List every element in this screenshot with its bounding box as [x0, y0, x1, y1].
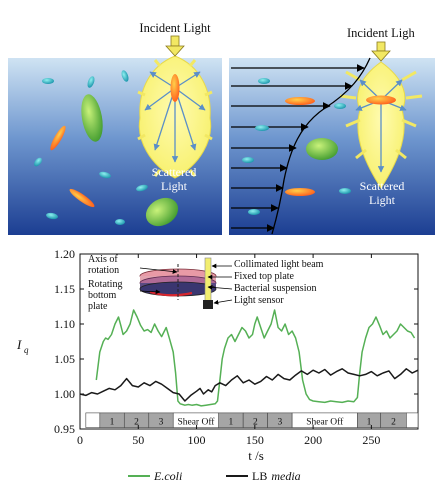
y-axis-label: I	[16, 337, 22, 352]
bacterium-illuminated-left	[170, 74, 180, 102]
y-tick-label-5: 1.20	[54, 247, 75, 261]
rheometer-inset: Axis of rotation Rotating bottom plate C…	[88, 254, 324, 312]
incident-light-label-left: Incident Light	[139, 21, 211, 35]
chart-legend: E.coli LB media	[128, 469, 301, 483]
y-tick-label-2: 1.05	[54, 352, 75, 366]
bacteria-left	[34, 70, 179, 227]
intensity-chart: 1 2 3 Shear Off 1 2 3 Shear Off 1 2 0 50 100 150 200 2…	[16, 247, 419, 483]
panel-random-orientation: Incident Light Scattered Light	[8, 21, 222, 235]
segment-label-9: 1	[367, 418, 372, 428]
y-axis-label-subscript: q	[24, 345, 29, 355]
x-axis-label: t /s	[248, 448, 264, 463]
segment-label-2: 2	[134, 418, 139, 428]
chart-series	[79, 309, 419, 407]
legend-lb-label-italic: media	[271, 469, 300, 483]
legend-ecoli-label: E.coli	[153, 469, 182, 483]
shear-segment-bar: 1 2 3 Shear Off 1 2 3 Shear Off 1 2	[85, 412, 419, 428]
x-tick-label-4: 200	[304, 433, 322, 447]
scatter-arrows-left	[144, 71, 206, 163]
bacterium-illuminated-right	[366, 95, 396, 105]
inset-rotating-label-1: Rotating	[88, 279, 122, 290]
x-tick-label-3: 150	[246, 433, 264, 447]
segment-box-0	[85, 412, 101, 428]
bacteria-right	[242, 78, 351, 215]
scattered-label-left-2: Light	[161, 179, 188, 193]
y-tick-label-1: 1.00	[54, 387, 75, 401]
legend-lb-label: LB media	[252, 469, 301, 483]
series-lb-line	[79, 368, 419, 402]
scattered-label-left-1: Scattered	[152, 165, 197, 179]
segment-box-11	[406, 412, 419, 428]
scattered-label-right-1: Scattered	[360, 179, 405, 193]
segment-label-3: 3	[159, 418, 164, 428]
inset-axis-label-2: rotation	[88, 265, 119, 276]
segment-label-6: 2	[253, 418, 258, 428]
x-tick-label-2: 100	[188, 433, 206, 447]
inset-suspension-label: Bacterial suspension	[234, 283, 316, 294]
inset-fixed-top-label: Fixed top plate	[234, 271, 295, 282]
inset-sensor-label: Light sensor	[234, 295, 284, 306]
inset-leader-lines	[139, 263, 233, 305]
inset-rotating-label-2: bottom	[88, 290, 117, 301]
x-tick-label-0: 0	[77, 433, 83, 447]
segment-label-8: Shear Off	[306, 417, 344, 428]
series-ecoli-line	[95, 309, 416, 407]
shear-flow-profile	[231, 57, 371, 235]
segment-label-5: 1	[229, 418, 234, 428]
inset-axis-label-1: Axis of	[88, 254, 118, 265]
segment-label-1: 1	[110, 418, 115, 428]
y-tick-label-3: 1.10	[54, 317, 75, 331]
axis-ticks: 0 50 100 150 200 250 0.95 1.00 1.05 1.10 1.15 1.20	[54, 247, 418, 447]
inset-collimated-label: Collimated light beam	[234, 259, 324, 270]
scattered-label-right-2: Light	[369, 193, 396, 207]
panel-shear-aligned: Incident Ligh Scattered Light	[229, 26, 435, 235]
x-tick-label-1: 50	[132, 433, 144, 447]
incident-arrow-left-icon	[165, 35, 185, 57]
plot-area	[79, 253, 419, 430]
inset-rotating-label-3: plate	[88, 301, 108, 312]
segment-label-10: 2	[391, 418, 396, 428]
incident-arrow-right-icon	[371, 41, 391, 62]
x-tick-label-5: 250	[362, 433, 380, 447]
segment-label-7: 3	[278, 418, 283, 428]
y-tick-label-0: 0.95	[54, 422, 75, 436]
incident-light-label-right: Incident Ligh	[347, 26, 415, 40]
segment-label-4: Shear Off	[177, 417, 215, 428]
legend-lb-label-main: LB	[252, 469, 267, 483]
y-tick-label-4: 1.15	[54, 282, 75, 296]
